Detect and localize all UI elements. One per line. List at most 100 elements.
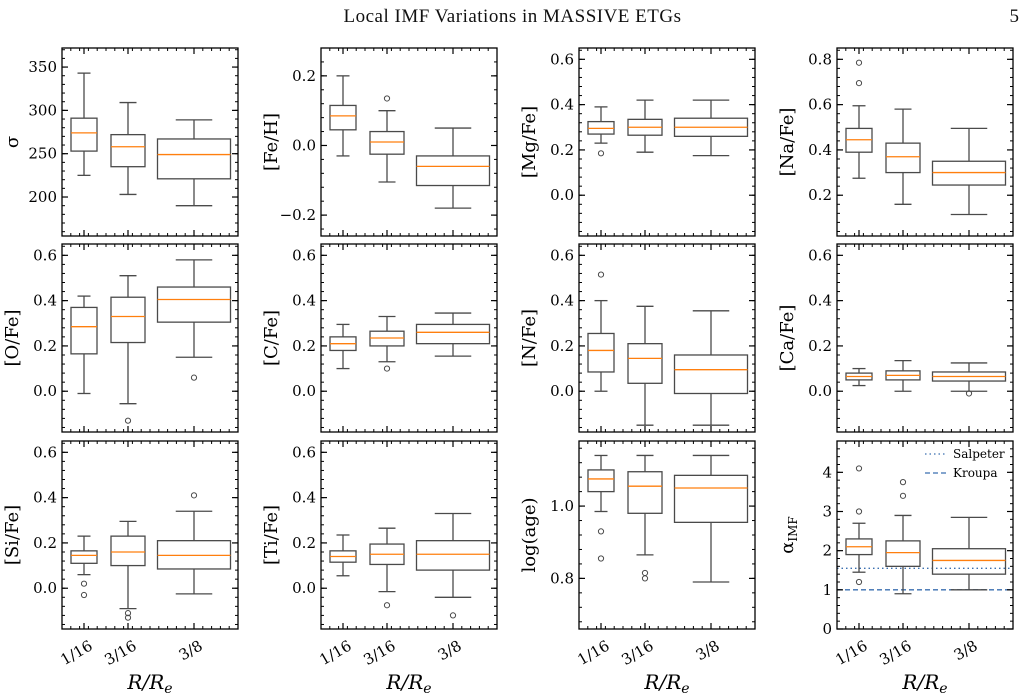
flier-point (597, 150, 605, 157)
y-tick-label: 0.2 (550, 141, 574, 159)
y-tick-label: 0.8 (808, 50, 832, 68)
flier-point (383, 95, 391, 102)
y-axis-label: αIMF (777, 516, 800, 554)
panel-9: 0.0 0.2 0.4 0.6 [Ti/Fe] 1/16 3/16 3/8R/Re (261, 440, 498, 697)
y-tick-label: 0.6 (292, 443, 316, 461)
flier-point (899, 479, 907, 486)
flier-point (383, 365, 391, 372)
y-tick-label: 0.4 (33, 489, 57, 507)
y-tick-label: 0.4 (33, 292, 57, 310)
y-tick-label: 2 (822, 542, 832, 560)
y-tick-label: 0.8 (550, 569, 574, 587)
x-tick-label: 1/16 (57, 637, 95, 669)
axes-frame (578, 440, 756, 630)
y-tick-label: 0.0 (550, 382, 574, 400)
y-tick-label: 0.4 (292, 489, 316, 507)
running-title: Local IMF Variations in MASSIVE ETGs (343, 6, 682, 27)
y-tick-label: 0.2 (808, 337, 832, 355)
y-tick-label: 0.6 (550, 50, 574, 68)
panel-10: 0.8 1.0 log(age) 1/16 3/16 3/8R/Re (519, 440, 756, 697)
y-tick-label: 1 (822, 581, 832, 599)
y-tick-label: 0.2 (292, 67, 316, 85)
y-tick-label: 0.0 (292, 382, 316, 400)
axes-frame (578, 47, 756, 237)
x-tick-label: 3/16 (876, 637, 914, 669)
panel-7: 0.0 0.2 0.4 0.6 [Ca/Fe] (777, 243, 1014, 433)
flier-point (597, 271, 605, 278)
flier-point (124, 614, 132, 621)
box-iqr (627, 471, 663, 514)
x-axis-label: R/Re (385, 670, 431, 697)
box-iqr (673, 354, 749, 395)
y-tick-label: −0.2 (280, 206, 316, 224)
axes-frame (836, 243, 1014, 433)
flier-point (855, 578, 863, 586)
flier-point (383, 602, 391, 609)
axes-frame (61, 440, 239, 630)
x-tick-label: 3/16 (101, 637, 139, 669)
y-tick-label: 0.2 (292, 337, 316, 355)
box-iqr (70, 306, 98, 355)
legend-label: Kroupa (953, 466, 998, 480)
y-axis-label: [C/Fe] (261, 310, 282, 366)
flier-point (641, 575, 649, 582)
panel-1: −0.2 0.0 0.2 [Fe/H] (261, 47, 498, 237)
flier-point (190, 374, 198, 381)
flier-point (597, 528, 605, 535)
box-iqr (369, 130, 405, 155)
y-tick-label: 0.0 (33, 382, 57, 400)
y-tick-label: 1.0 (550, 497, 574, 515)
axes-frame (578, 243, 756, 433)
x-tick-label: 1/16 (574, 637, 612, 669)
y-axis-label: log(age) (519, 497, 540, 572)
y-tick-label: 250 (28, 145, 57, 163)
x-tick-label: 1/16 (832, 637, 870, 669)
y-axis-label: [Ti/Fe] (261, 505, 282, 565)
y-tick-label: 0.0 (33, 579, 57, 597)
y-tick-label: 4 (822, 463, 832, 481)
box-iqr (70, 550, 98, 564)
panel-5: 0.0 0.2 0.4 0.6 [C/Fe] (261, 243, 498, 433)
legend-label: Salpeter (953, 447, 1005, 461)
y-tick-label: 300 (28, 101, 57, 119)
panel-2: 0.0 0.2 0.4 0.6 [Mg/Fe] (519, 47, 756, 237)
flier-point (641, 569, 649, 577)
panel-3: 0.2 0.4 0.6 0.8 [Na/Fe] (777, 47, 1014, 237)
y-tick-label: 0.2 (292, 534, 316, 552)
y-tick-label: 0.0 (550, 186, 574, 204)
flier-point (855, 508, 863, 515)
box-iqr (885, 142, 921, 174)
flier-point (899, 492, 907, 499)
flier-point (190, 492, 198, 499)
y-axis-label: [O/Fe] (2, 309, 23, 366)
y-axis-label: [Si/Fe] (2, 505, 23, 565)
x-tick-label: 3/8 (693, 637, 723, 665)
page-header: Local IMF Variations in MASSIVE ETGs 5 (0, 0, 1025, 36)
x-axis-label: R/Re (643, 670, 689, 697)
box-iqr (627, 343, 663, 384)
y-tick-label: 0.4 (808, 141, 832, 159)
flier-point (80, 591, 88, 599)
y-tick-label: 0.6 (808, 96, 832, 114)
flier-point (965, 390, 973, 397)
flier-point (124, 610, 132, 617)
box-iqr (587, 332, 615, 373)
y-tick-label: 200 (28, 188, 57, 206)
x-axis-label: R/Re (901, 670, 947, 697)
y-tick-label: 0.2 (550, 337, 574, 355)
y-tick-label: 0.4 (550, 292, 574, 310)
y-tick-label: 0.6 (550, 246, 574, 264)
panel-4: 0.0 0.2 0.4 0.6 [O/Fe] (2, 243, 239, 433)
box-iqr (110, 133, 146, 168)
y-tick-label: 0.6 (292, 246, 316, 264)
box-iqr (415, 155, 491, 187)
panel-6: 0.0 0.2 0.4 0.6 [N/Fe] (519, 243, 756, 433)
y-tick-label: 0.2 (33, 534, 57, 552)
y-tick-label: 0.6 (808, 246, 832, 264)
page-number: 5 (1009, 6, 1020, 27)
panel-11: 0 1 2 3 4 αIMF Salpeter Kroupa 1/16 3/16 3/8R/Re (777, 440, 1014, 697)
axes-frame (320, 243, 498, 433)
x-axis-label: R/Re (126, 670, 172, 697)
y-axis-label: [Ca/Fe] (777, 305, 798, 372)
